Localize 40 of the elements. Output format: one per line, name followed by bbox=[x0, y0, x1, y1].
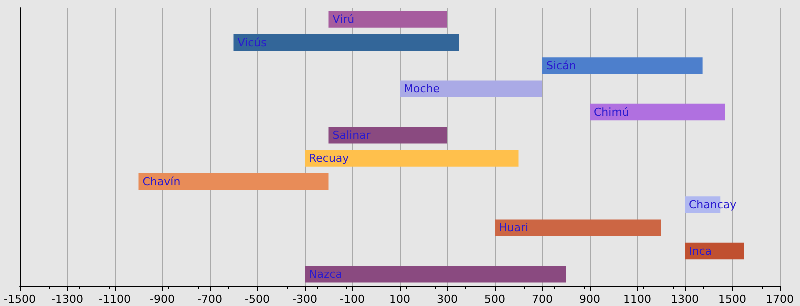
x-tick-label: 1500 bbox=[718, 293, 746, 306]
y-tick-label: Chimú bbox=[594, 106, 630, 119]
x-tick-label: -500 bbox=[245, 293, 270, 306]
x-tick-label: -1500 bbox=[4, 293, 36, 306]
x-tick-label: -100 bbox=[340, 293, 365, 306]
bar bbox=[495, 220, 662, 236]
x-tick-label: -700 bbox=[198, 293, 222, 306]
x-tick-label: 1100 bbox=[624, 293, 652, 306]
x-tick-label: 700 bbox=[532, 293, 553, 306]
x-tick-label: 900 bbox=[580, 293, 600, 306]
bar bbox=[400, 80, 542, 98]
bar bbox=[685, 242, 744, 260]
x-tick-label: 100 bbox=[390, 293, 410, 306]
y-tick-label: Huari bbox=[499, 222, 529, 235]
x-tick-label: 300 bbox=[437, 293, 458, 306]
bar bbox=[234, 34, 460, 52]
x-tick-label: 1700 bbox=[766, 293, 794, 306]
bar bbox=[328, 11, 448, 28]
y-tick-label: Nazca bbox=[309, 268, 343, 281]
bar bbox=[328, 127, 448, 144]
bar bbox=[542, 58, 703, 74]
bar bbox=[305, 266, 566, 283]
bar bbox=[305, 150, 519, 167]
y-tick-label: Virú bbox=[332, 13, 355, 26]
x-tick-label: -900 bbox=[150, 293, 175, 306]
x-tick-label: -1100 bbox=[99, 293, 131, 306]
bar bbox=[138, 173, 329, 190]
bar bbox=[590, 104, 726, 121]
y-tick-label: Moche bbox=[404, 82, 440, 96]
y-tick-label: Inca bbox=[689, 244, 712, 258]
x-tick-label: -300 bbox=[292, 293, 318, 306]
y-tick-label: Chancay bbox=[689, 198, 738, 212]
y-tick-label: Salinar bbox=[332, 128, 372, 142]
y-tick-label: Sicán bbox=[546, 59, 576, 72]
x-tick-label: 1300 bbox=[671, 293, 699, 306]
y-tick-label: Vicús bbox=[238, 36, 268, 50]
x-tick-label: 500 bbox=[484, 293, 506, 306]
y-tick-label: Recuay bbox=[309, 152, 350, 166]
y-tick-label: Chavín bbox=[142, 175, 181, 188]
x-tick-label: -1300 bbox=[52, 293, 84, 306]
